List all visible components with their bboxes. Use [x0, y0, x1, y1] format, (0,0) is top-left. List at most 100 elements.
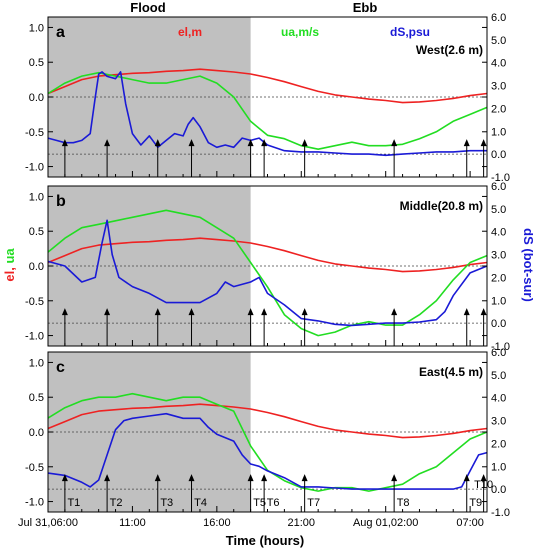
station-label: East(4.5 m) — [419, 365, 483, 379]
event-label-t8: T8 — [397, 497, 410, 509]
event-label-t9: T9 — [469, 497, 482, 509]
event-label-t7: T7 — [307, 497, 320, 509]
event-arrowhead — [301, 474, 308, 482]
event-label-t6: T6 — [267, 497, 280, 509]
panel-letter: b — [56, 193, 66, 210]
event-arrowhead — [261, 474, 268, 482]
panel-c: T1 T2 T3 T4 T5 T6 T7 T8 T9 T10 1.0 0.5 0.0 -0.5 -1.0 6.… — [18, 347, 510, 529]
right-tick-label: 1.0 — [491, 295, 506, 307]
x-tick-label: 11:00 — [119, 517, 146, 529]
event-arrowhead — [104, 308, 111, 316]
series-line-el — [47, 237, 488, 273]
event-label-t3: T3 — [160, 497, 173, 509]
event-arrowhead — [301, 308, 308, 316]
left-axis-title-ua: ua — [2, 248, 17, 264]
event-arrowhead — [463, 308, 470, 316]
right-tick-label: 3.0 — [491, 250, 506, 262]
right-tick-label: 4.0 — [491, 393, 506, 405]
left-tick-label: -0.5 — [25, 296, 44, 308]
left-tick-label: 0.5 — [29, 57, 44, 69]
right-tick-label: 4.0 — [491, 227, 506, 239]
right-tick-label: 0.0 — [491, 149, 506, 161]
left-tick-label: 1.0 — [29, 22, 44, 34]
x-axis-title: Time (hours) — [226, 533, 305, 548]
right-tick-label: 5.0 — [491, 35, 506, 47]
x-tick-label: 21:00 — [288, 517, 316, 529]
left-tick-label: 1.0 — [29, 357, 44, 369]
right-tick-label: 1.0 — [491, 461, 506, 473]
left-axis-title: el, ua — [2, 248, 17, 282]
event-arrowhead — [154, 308, 161, 316]
right-tick-label: 2.0 — [491, 438, 506, 450]
series-line-ds — [47, 219, 488, 327]
left-axis-title-el: el, — [2, 264, 17, 282]
station-label: West(2.6 m) — [416, 43, 483, 57]
event-arrowhead — [247, 474, 254, 482]
event-arrowhead — [188, 474, 195, 482]
event-arrowhead — [463, 474, 470, 482]
right-tick-label: 1.0 — [491, 126, 506, 138]
panel-letter: a — [56, 24, 65, 41]
event-arrowhead — [154, 139, 161, 147]
x-tick-label: 16:00 — [203, 517, 231, 529]
right-tick-label: 2.0 — [491, 103, 506, 115]
left-tick-label: -1.0 — [25, 162, 44, 174]
panel-a: 1.0 0.5 0.0 -0.5 -1.0 6.0 5.0 4.0 3.0 2.0 1.0 0.0 -1… — [25, 12, 510, 184]
right-tick-label: 3.0 — [491, 81, 506, 93]
right-tick-label: 5.0 — [491, 204, 506, 216]
right-tick-label: 6.0 — [491, 12, 506, 24]
event-label-t5: T5 — [253, 497, 266, 509]
panel-b: 1.0 0.5 0.0 -0.5 -1.0 6.0 5.0 4.0 3.0 2.0 1.0 0.0 -1… — [25, 181, 510, 353]
event-arrowhead — [480, 139, 487, 147]
event-arrowhead — [463, 139, 470, 147]
ebb-label: Ebb — [353, 0, 378, 15]
series-line-ua — [47, 209, 488, 337]
right-tick-label: 6.0 — [491, 347, 506, 359]
left-tick-label: -1.0 — [25, 331, 44, 343]
series-line-el — [47, 403, 488, 439]
event-arrowhead — [301, 139, 308, 147]
event-arrowhead — [104, 139, 111, 147]
event-label-t4: T4 — [194, 497, 207, 509]
x-tick-label: 07:00 — [456, 517, 484, 529]
right-tick-label: 5.0 — [491, 370, 506, 382]
event-arrowhead — [391, 474, 398, 482]
right-tick-label: 3.0 — [491, 416, 506, 428]
left-tick-label: 0.5 — [29, 392, 44, 404]
series-line-ds — [47, 412, 488, 490]
station-label: Middle(20.8 m) — [400, 199, 483, 213]
event-arrowhead — [61, 139, 68, 147]
event-arrowhead — [188, 139, 195, 147]
event-label-t1: T1 — [67, 497, 80, 509]
event-arrowhead — [480, 308, 487, 316]
right-axis-title: dS (bot-sur) — [521, 228, 533, 302]
left-tick-label: 1.0 — [29, 191, 44, 203]
event-arrowhead — [247, 139, 254, 147]
right-tick-label: -1.0 — [491, 172, 510, 184]
left-tick-label: 0.5 — [29, 226, 44, 238]
left-tick-label: 0.0 — [29, 92, 44, 104]
left-tick-label: -1.0 — [25, 497, 44, 509]
event-label-t2: T2 — [110, 497, 123, 509]
event-arrowhead — [391, 308, 398, 316]
left-tick-label: -0.5 — [25, 462, 44, 474]
event-arrowhead — [261, 139, 268, 147]
x-tick-label: Aug 01,02:00 — [353, 517, 418, 529]
panel-letter: c — [56, 359, 65, 376]
right-tick-label: -1.0 — [491, 507, 510, 519]
event-arrowhead — [480, 474, 487, 482]
event-arrowhead — [391, 139, 398, 147]
series-line-ds — [47, 71, 487, 157]
legend-ua: ua,m/s — [281, 25, 319, 39]
legend-el: el,m — [178, 25, 202, 39]
left-tick-label: 0.0 — [29, 261, 44, 273]
flood-label: Flood — [130, 0, 165, 15]
event-arrowhead — [61, 308, 68, 316]
right-tick-label: 6.0 — [491, 181, 506, 193]
event-arrowhead — [188, 308, 195, 316]
left-tick-label: 0.0 — [29, 427, 44, 439]
right-tick-label: 0.0 — [491, 484, 506, 496]
right-tick-label: 4.0 — [491, 58, 506, 70]
event-arrowhead — [104, 474, 111, 482]
